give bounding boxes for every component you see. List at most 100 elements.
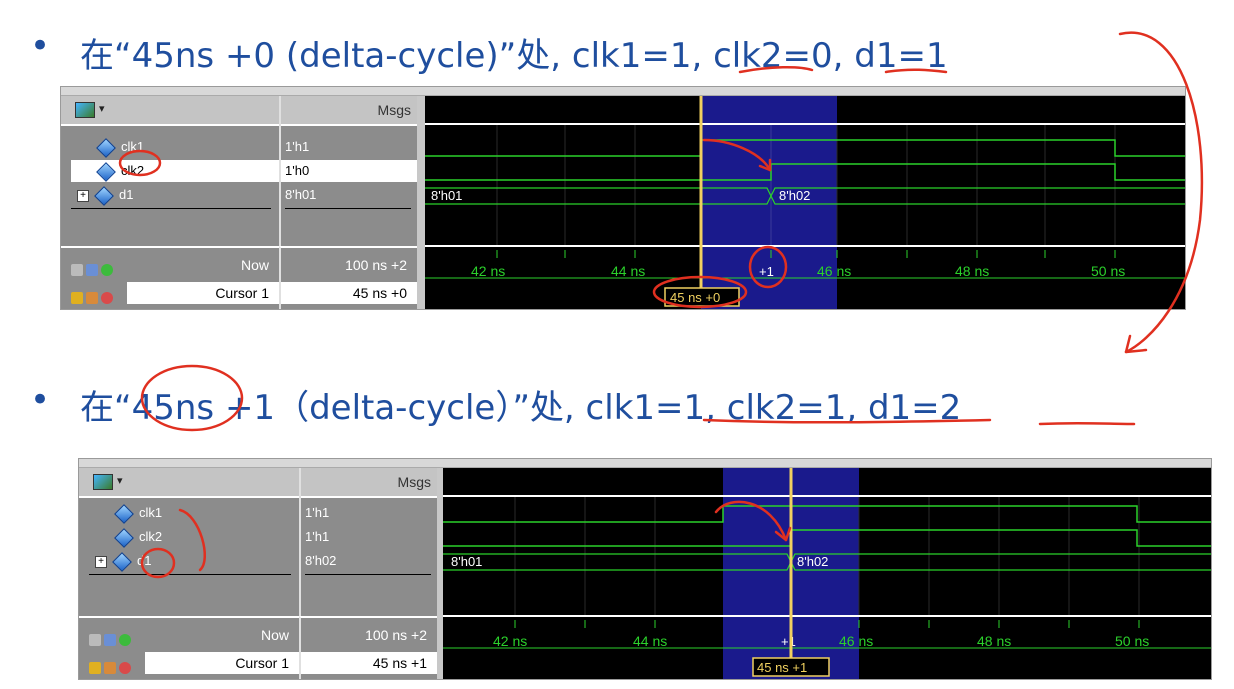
- waveform-svg: 8'h01 8'h02 42 ns 44 ns 46 ns 48 ns 50 n…: [443, 468, 1211, 679]
- cursor-value-field: 45 ns +1: [301, 652, 437, 674]
- remove-icon[interactable]: [101, 292, 113, 305]
- gridlines: [514, 496, 1140, 616]
- footer-names: Now Cursor 1: [79, 616, 299, 679]
- now-value: 100 ns +2: [345, 257, 407, 273]
- signal-name: clk2: [139, 529, 163, 544]
- signal-row-clk2[interactable]: clk2: [89, 526, 299, 548]
- cursor-value: 45 ns +1: [372, 655, 427, 671]
- signal-names-pane: ▾ clk1 clk2 + d1: [61, 96, 279, 246]
- bus-label-before: 8'h01: [431, 188, 462, 203]
- signal-row-clk1[interactable]: clk1: [89, 502, 299, 524]
- signal-name: d1: [119, 187, 134, 202]
- chevron-down-icon[interactable]: ▾: [117, 474, 123, 487]
- expand-icon[interactable]: +: [95, 555, 107, 568]
- cursor-label: Cursor 1: [235, 655, 289, 671]
- signal-diamond-icon: [114, 503, 134, 524]
- values-header: Msgs: [281, 96, 417, 126]
- cursor-label: Cursor 1: [215, 285, 269, 301]
- values-header: Msgs: [301, 468, 437, 498]
- wave-window-1: ▾ clk1 clk2 + d1 Msgs 1'h1 1'h0 8'h01 Now…: [60, 86, 1186, 310]
- signal-diamond-icon: [94, 185, 114, 206]
- gridlines: [496, 124, 1116, 246]
- pencil-icon[interactable]: [86, 292, 98, 305]
- tick-label: 44 ns: [633, 633, 667, 649]
- add-icon[interactable]: [101, 264, 113, 277]
- value-clk1: 1'h1: [285, 139, 310, 154]
- caption-2: 在“45ns +1（delta-cycle）”处, clk1=1, clk2=1…: [80, 388, 962, 428]
- signal-diamond-icon: [114, 527, 134, 548]
- toolbar-strip: [61, 87, 1185, 96]
- tick-label: 42 ns: [493, 633, 527, 649]
- tick-label: 46 ns: [817, 263, 851, 279]
- now-value-row: 100 ns +2: [281, 252, 417, 278]
- annotation-underline: [1038, 421, 1136, 426]
- time-ticks: [443, 620, 1211, 649]
- signal-diamond-icon: [112, 551, 132, 572]
- signal-values-pane: Msgs 1'h1 1'h0 8'h01: [279, 96, 417, 246]
- tick-label: 42 ns: [471, 263, 505, 279]
- signal-values-pane: Msgs 1'h1 1'h1 8'h02: [299, 468, 437, 616]
- chevron-down-icon[interactable]: ▾: [99, 102, 105, 115]
- signal-row-d1[interactable]: + d1: [89, 550, 299, 572]
- time-ticks: [425, 250, 1185, 279]
- tick-label: 44 ns: [611, 263, 645, 279]
- now-row: Now: [61, 252, 279, 278]
- cursor-row: Cursor 1: [61, 280, 279, 306]
- divider: [89, 574, 291, 575]
- delta-mark: +1: [781, 634, 796, 649]
- now-value: 100 ns +2: [365, 627, 427, 643]
- bullet-1: •: [30, 26, 51, 66]
- signal-row-clk1[interactable]: clk1: [71, 136, 279, 158]
- wave-layer-icon[interactable]: [75, 102, 95, 118]
- cursor-flag[interactable]: [752, 657, 830, 677]
- now-row: Now: [79, 622, 299, 648]
- signal-row-d1[interactable]: + d1: [71, 184, 279, 206]
- monitor-icon[interactable]: [104, 634, 116, 647]
- tick-label: 50 ns: [1115, 633, 1149, 649]
- pencil-icon[interactable]: [104, 662, 116, 675]
- value-clk2: 1'h1: [305, 529, 330, 544]
- waveform-area[interactable]: 8'h01 8'h02 42 ns 44 ns 46 ns 48 ns 50 n…: [443, 468, 1211, 679]
- gear-icon[interactable]: [89, 634, 101, 647]
- value-d1: 8'h01: [285, 187, 317, 202]
- toolbar-strip: [79, 459, 1211, 468]
- d1-bus-bottom: [425, 194, 1185, 205]
- wave-layer-icon[interactable]: [93, 474, 113, 490]
- signal-diamond-icon: [96, 161, 116, 182]
- value-clk1: 1'h1: [305, 505, 330, 520]
- clk2-wave: [443, 529, 1211, 547]
- value-clk2: 1'h0: [281, 160, 417, 182]
- gear-icon[interactable]: [71, 264, 83, 277]
- cursor-name-field[interactable]: Cursor 1: [145, 652, 299, 674]
- divider: [305, 574, 431, 575]
- add-icon[interactable]: [119, 634, 131, 647]
- bus-label-before: 8'h01: [451, 554, 482, 569]
- waveform-area[interactable]: 8'h01 8'h02 42 ns 44 ns 46 ns 48 ns 50 n…: [425, 96, 1185, 309]
- footer-values: 100 ns +2 45 ns +0: [279, 246, 417, 309]
- clk1-wave: [443, 505, 1211, 523]
- value-d1: 8'h02: [305, 553, 337, 568]
- signal-name: clk1: [121, 139, 145, 154]
- divider: [285, 208, 411, 209]
- tick-label: 48 ns: [955, 263, 989, 279]
- cursor-name-field[interactable]: Cursor 1: [127, 282, 279, 304]
- signal-name: d1: [137, 553, 152, 568]
- expand-icon[interactable]: +: [77, 189, 89, 202]
- remove-icon[interactable]: [119, 662, 131, 675]
- footer-values: 100 ns +2 45 ns +1: [299, 616, 437, 679]
- bus-label-after: 8'h02: [797, 554, 828, 569]
- monitor-icon[interactable]: [86, 264, 98, 277]
- tick-label: 46 ns: [839, 633, 873, 649]
- lock-icon[interactable]: [89, 662, 101, 675]
- lock-icon[interactable]: [71, 292, 83, 305]
- tick-label: 50 ns: [1091, 263, 1125, 279]
- bullet-2: •: [30, 380, 51, 420]
- now-value-row: 100 ns +2: [301, 622, 437, 648]
- footer-names: Now Cursor 1: [61, 246, 279, 309]
- tick-label: 48 ns: [977, 633, 1011, 649]
- names-header: ▾: [61, 96, 279, 126]
- signal-row-clk2[interactable]: clk2: [71, 160, 279, 182]
- now-label: Now: [240, 257, 269, 273]
- cursor-value-row: 45 ns +0: [281, 280, 417, 306]
- delta-mark: +1: [759, 264, 774, 279]
